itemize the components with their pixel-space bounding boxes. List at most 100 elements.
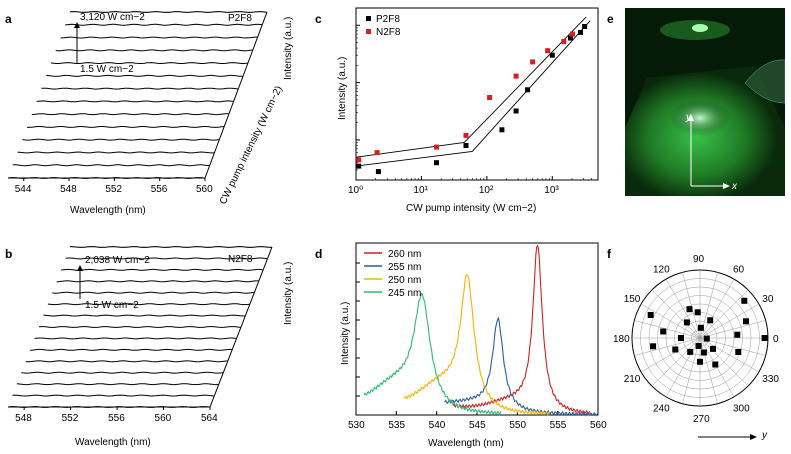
x-tick-label: 556: [108, 413, 125, 424]
angular-spoke: [699, 320, 766, 339]
spectrum-trace: [12, 394, 215, 397]
polar-data-point: [672, 346, 679, 353]
spectrum-trace: [55, 49, 253, 52]
panel-label-d: d: [315, 247, 323, 261]
x-tick-label: 548: [15, 413, 32, 424]
data-point-p2f8: [578, 29, 583, 35]
data-point-n2f8: [434, 144, 439, 150]
microscope-photo: y x: [625, 8, 785, 196]
waterfall-chart-n2f8: N2F8 2,038 W cm−2 1.5 W cm−2 548 552 556 56…: [7, 246, 294, 448]
data-point-p2f8: [375, 169, 381, 175]
annotation-high-intensity: 3,120 W cm−2: [80, 12, 145, 23]
angle-label: 120: [653, 265, 670, 276]
spectrum-trace: [41, 87, 239, 90]
data-point-n2f8: [561, 39, 567, 44]
angular-spoke: [634, 337, 701, 356]
data-point-n2f8: [530, 59, 536, 65]
angular-spoke: [699, 337, 766, 356]
x-axis-label: x: [731, 181, 738, 192]
spectrum-trace: [47, 303, 250, 306]
depth-axis: [204, 11, 268, 179]
depth-axis-label: CW pump intensity (W cm−2): [218, 84, 285, 206]
data-point-p2f8: [568, 35, 573, 41]
polar-data-point: [650, 343, 657, 350]
legend-label: N2F8: [376, 27, 401, 38]
polar-data-point: [703, 335, 710, 342]
polar-data-point: [697, 358, 703, 365]
angular-spoke: [640, 337, 701, 373]
x-tick-label: 560: [590, 420, 607, 431]
angular-spoke: [651, 289, 701, 339]
annotation-high-intensity: 2,038 W cm−2: [85, 255, 150, 266]
polar-data-point: [743, 318, 749, 325]
angular-spoke: [651, 337, 701, 387]
spectrum-260-nm: [452, 244, 591, 415]
x-tick-label: 10³: [544, 185, 559, 196]
spectrum-trace: [46, 74, 244, 77]
angular-spoke: [665, 278, 701, 339]
angle-label: 210: [624, 374, 641, 385]
data-point-p2f8: [513, 108, 519, 114]
legend-label: 255 nm: [388, 262, 421, 273]
x-tick-label: 548: [60, 184, 77, 195]
angular-spoke: [640, 303, 701, 339]
spectrum-trace: [65, 257, 268, 260]
x-axis-label: CW pump intensity (W cm−2): [406, 203, 536, 214]
angle-label: 270: [693, 414, 710, 425]
polar-data-point: [700, 349, 707, 356]
annotation-low-intensity: 1.5 W cm−2: [80, 64, 134, 75]
spectrum-245-nm: [363, 292, 502, 416]
polar-data-point: [683, 319, 690, 326]
spectrum-trace: [61, 268, 264, 271]
polar-data-point: [647, 312, 654, 318]
angular-spoke: [699, 337, 760, 373]
spectrum-trace: [30, 348, 233, 351]
polar-data-point: [686, 306, 693, 313]
spectrum-trace: [17, 151, 215, 154]
y-arrow-head: [750, 434, 757, 440]
emission-spot: [670, 100, 730, 136]
polar-plot: 0 30 60 90 120 150 180 210 240 270 300 330 y: [613, 254, 779, 441]
spectrum-trace: [50, 62, 248, 64]
legend-label: 260 nm: [388, 249, 421, 260]
x-tick-label: 556: [151, 184, 168, 195]
spectrum-trace: [16, 383, 219, 386]
spectrum-trace: [25, 360, 228, 363]
spectrum-trace: [27, 126, 225, 128]
lens: [744, 59, 785, 104]
panel-label-c: c: [315, 12, 322, 26]
angular-spoke: [699, 337, 749, 387]
x-axis-label: Wavelength (nm): [428, 438, 504, 449]
angle-label: 0: [773, 334, 779, 345]
angle-label: 30: [762, 294, 774, 305]
log-log-scatter: 10⁰ 10¹ 10² 10³ P2F8 N2F8 Intensity (a.u.) C…: [337, 7, 599, 214]
angular-spoke: [699, 289, 749, 339]
lasing-spectra: 530 535 540 545 550 555 560 260 nm 255 nm 250 nm…: [340, 242, 607, 449]
angle-label: 330: [762, 374, 779, 385]
data-point-n2f8: [513, 73, 519, 79]
spectrum-250-nm: [403, 274, 551, 416]
x-tick-label: 530: [348, 420, 365, 431]
x-tick-label: 552: [105, 184, 122, 195]
x-arrow-head: [723, 183, 730, 189]
y-arrow-head: [688, 114, 694, 121]
spectrum-trace: [60, 36, 258, 39]
spectrum-trace: [38, 326, 242, 328]
x-tick-label: 552: [62, 413, 79, 424]
x-tick-label: 564: [201, 413, 218, 424]
polar-data-point: [694, 309, 701, 316]
x-tick-label: 10²: [479, 185, 494, 196]
spectrum-trace: [31, 113, 229, 116]
spectrum-trace: [36, 100, 234, 103]
spectrum-trace: [43, 314, 246, 317]
spectrum-trace: [69, 11, 268, 13]
data-point-n2f8: [463, 132, 469, 138]
x-tick-label: 555: [550, 420, 567, 431]
z-axis-label: Intensity (a.u.): [283, 17, 294, 80]
panel-label-e: e: [607, 12, 614, 26]
x-tick-label: 544: [15, 184, 32, 195]
data-point-n2f8: [374, 150, 380, 156]
polar-data-point: [710, 345, 716, 352]
data-point-p2f8: [434, 160, 439, 166]
panel-label-f: f: [607, 247, 611, 261]
